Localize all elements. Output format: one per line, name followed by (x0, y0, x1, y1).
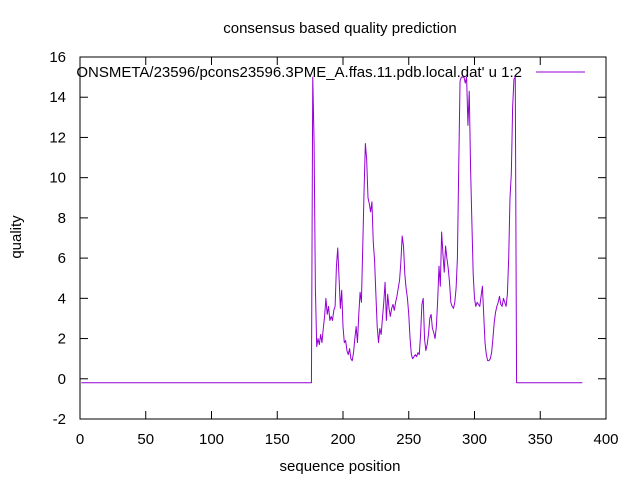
x-tick-label: 300 (462, 431, 487, 448)
y-tick-label: 4 (58, 290, 66, 307)
x-tick-label: 0 (76, 431, 84, 448)
y-tick-label: 2 (58, 331, 66, 348)
x-tick-label: 150 (265, 431, 290, 448)
x-tick-label: 100 (199, 431, 224, 448)
chart-title: consensus based quality prediction (223, 20, 456, 37)
y-tick-label: 0 (58, 371, 66, 388)
y-axis-label: quality (8, 215, 25, 259)
y-tick-label: 14 (49, 89, 66, 106)
y-tick-label: 12 (49, 129, 66, 146)
legend: ONSMETA/23596/pcons23596.3PME_A.ffas.11.… (76, 64, 585, 81)
y-tick-label: -2 (53, 411, 66, 428)
plot-border (79, 56, 607, 420)
y-ticks: -2 0 2 4 6 8 10 12 14 16 (49, 49, 606, 428)
x-tick-label: 200 (330, 431, 355, 448)
x-tick-label: 250 (396, 431, 421, 448)
y-tick-label: 10 (49, 170, 66, 187)
series-line (81, 76, 583, 384)
series-line-group (81, 76, 583, 384)
x-ticks: 0 50 100 150 200 250 300 350 400 (76, 57, 619, 448)
x-tick-label: 350 (528, 431, 553, 448)
y-tick-label: 8 (58, 210, 66, 227)
x-tick-label: 50 (137, 431, 154, 448)
legend-label: ONSMETA/23596/pcons23596.3PME_A.ffas.11.… (76, 64, 522, 81)
x-axis-label: sequence position (280, 458, 401, 475)
y-tick-label: 6 (58, 250, 66, 267)
x-tick-label: 400 (593, 431, 618, 448)
y-tick-label: 16 (49, 49, 66, 66)
